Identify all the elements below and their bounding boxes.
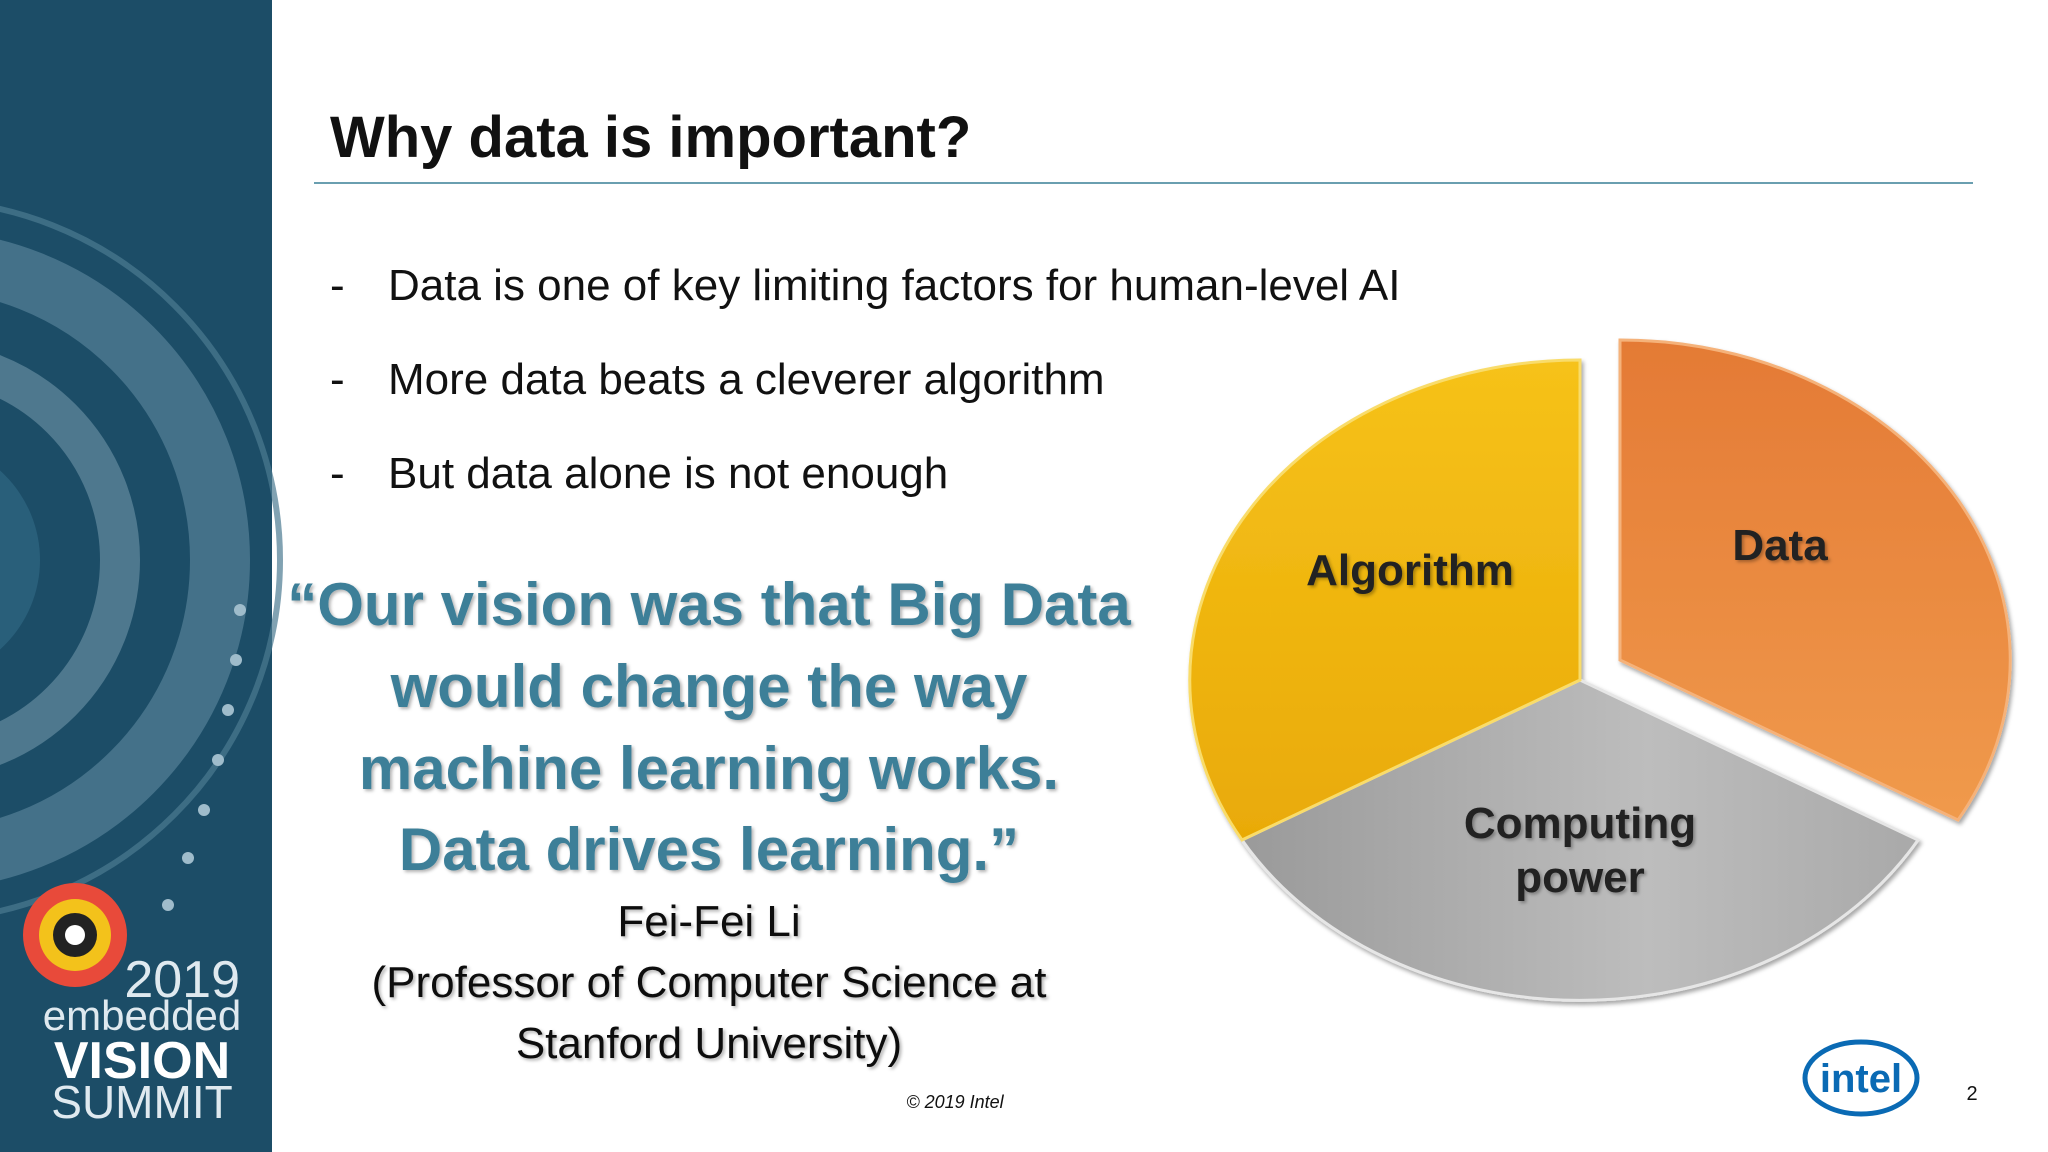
bullet-dash: -	[330, 261, 345, 310]
sidebar: 2019 embedded VISION SUMMIT	[0, 0, 283, 1152]
attribution-line: Fei-Fei Li	[617, 897, 800, 946]
attribution-line: Stanford University)	[516, 1019, 902, 1068]
slide-title: Why data is important?	[330, 105, 971, 170]
pie-labels: Algorithm Data Computing power	[1306, 521, 1828, 902]
segment-label: Computing	[1464, 799, 1696, 848]
bullet: Data is one of key limiting factors for …	[388, 261, 1400, 310]
bullet: But data alone is not enough	[388, 449, 948, 498]
sidebar-text: embedded	[43, 992, 242, 1039]
segment-label: power	[1515, 853, 1645, 902]
pie-segment	[1618, 338, 2012, 822]
bullet: More data beats a cleverer algorithm	[388, 355, 1105, 404]
segment-label: Data	[1732, 521, 1828, 570]
pie-segment	[1188, 358, 1582, 842]
quote: “Our vision was that Big Data would chan…	[287, 571, 1131, 883]
bullet-dash: -	[330, 449, 345, 498]
pie-diagram	[1188, 338, 2012, 1002]
attribution-line: (Professor of Computer Science at	[372, 958, 1047, 1007]
bullet-dash: -	[330, 355, 345, 404]
quote-line: “Our vision was that Big Data	[287, 571, 1131, 638]
quote-line: would change the way	[390, 653, 1028, 720]
copyright: © 2019 Intel	[906, 1092, 1004, 1112]
bullet-list: - Data is one of key limiting factors fo…	[330, 261, 1400, 498]
attribution: Fei-Fei Li (Professor of Computer Scienc…	[372, 897, 1047, 1068]
sidebar-text: SUMMIT	[51, 1076, 232, 1128]
sidebar-year: 2019	[124, 951, 240, 1009]
intel-logo: intel	[1802, 1039, 1920, 1117]
segment-label: Algorithm	[1306, 546, 1514, 595]
quote-line: Data drives learning.”	[399, 816, 1019, 883]
quote-line: machine learning works.	[359, 735, 1059, 802]
page-number: 2	[1966, 1083, 1977, 1105]
logo-text: intel	[1820, 1057, 1902, 1101]
sidebar-text: VISION	[54, 1032, 230, 1090]
